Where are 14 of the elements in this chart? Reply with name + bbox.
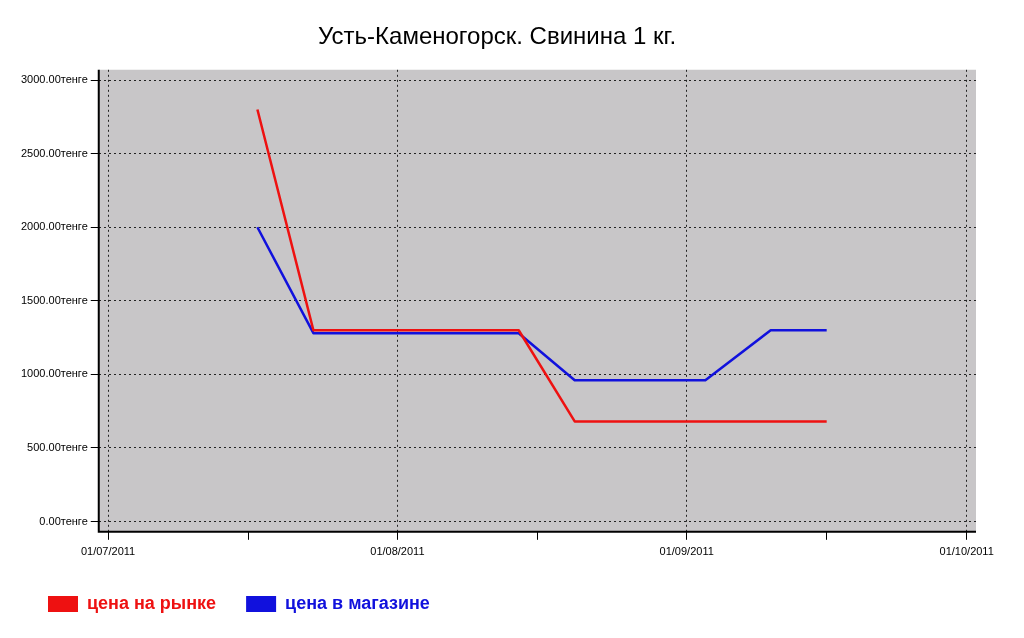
legend-label: цена на рынке [87, 592, 217, 613]
y-tick-label: 500.00тенге [27, 440, 88, 453]
y-tick-label: 2000.00тенге [20, 220, 88, 233]
x-tick-label: 01/09/2011 [659, 545, 714, 558]
y-tick-label: 1500.00тенге [20, 293, 88, 306]
y-tick-label: 1000.00тенге [20, 367, 88, 380]
x-tick-label: 01/10/2011 [939, 545, 994, 558]
x-tick-label: 01/07/2011 [80, 545, 136, 558]
y-tick-label: 3000.00тенге [20, 73, 88, 86]
x-tick-label: 01/08/2011 [370, 545, 425, 558]
chart-title: Усть-Каменогорск. Свинина 1 кг. [317, 22, 677, 50]
y-tick-label: 2500.00тенге [20, 146, 88, 159]
legend-label: цена в магазине [285, 592, 430, 613]
y-tick-label: 0.00тенге [39, 514, 88, 527]
